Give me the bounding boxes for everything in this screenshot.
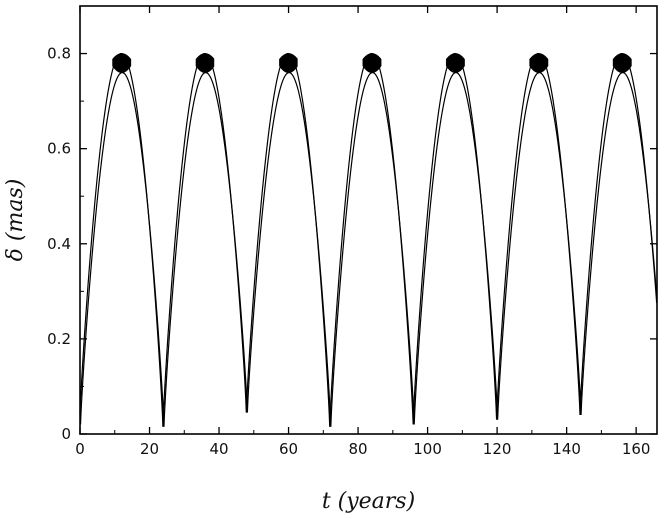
peak-band (362, 53, 382, 73)
plot-frame (79, 5, 658, 435)
x-tick-label: 80 (349, 440, 368, 458)
y-tick-label: 0.4 (47, 235, 71, 253)
x-tick-label: 100 (413, 440, 442, 458)
x-tick-label: 140 (552, 440, 581, 458)
peak-band (112, 53, 132, 73)
x-tick-label: 0 (75, 440, 85, 458)
y-tick-label: 0 (61, 425, 71, 443)
x-tick-marks (79, 6, 637, 434)
x-tick-label: 20 (140, 440, 159, 458)
peak-band (445, 53, 465, 73)
x-tick-labels: 0 20 40 60 80 100 120 140 160 (75, 440, 650, 458)
y-tick-label: 0.2 (47, 330, 71, 348)
peak-band (529, 53, 549, 73)
peak-band (195, 53, 215, 73)
x-tick-label: 60 (279, 440, 298, 458)
y-tick-label: 0.6 (47, 140, 71, 158)
x-tick-label: 40 (209, 440, 228, 458)
x-tick-label: 120 (483, 440, 512, 458)
y-axis-title: δ (mas) (3, 179, 28, 262)
peak-band (612, 53, 632, 73)
series-line-lower (79, 71, 658, 427)
y-tick-label: 0.8 (47, 45, 71, 63)
peak-band (279, 53, 298, 73)
y-tick-labels: 0 0.2 0.4 0.6 0.8 (47, 45, 71, 443)
x-tick-label: 160 (622, 440, 651, 458)
x-axis-title: t (years) (322, 489, 415, 514)
data-series (79, 52, 658, 427)
